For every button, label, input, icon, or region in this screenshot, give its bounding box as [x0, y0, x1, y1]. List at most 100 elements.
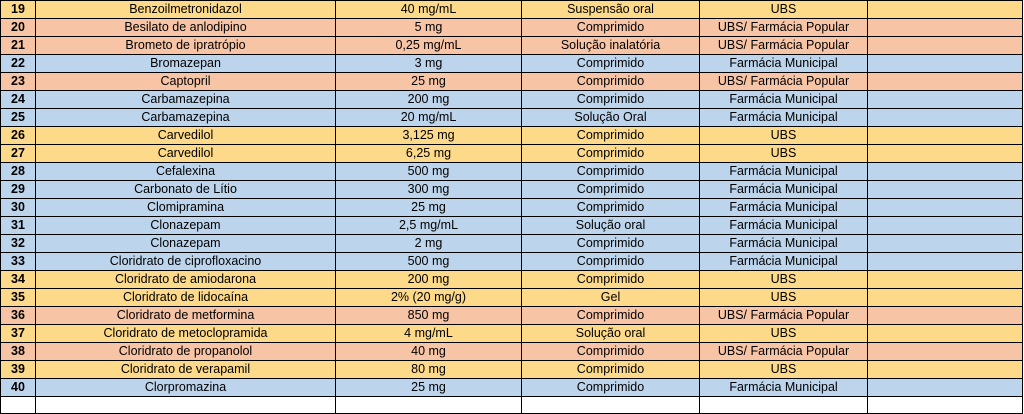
row-number-cell[interactable]: 34 — [0, 270, 36, 289]
medication-name-cell[interactable]: Carvedilol — [35, 126, 336, 145]
row-number-cell[interactable]: 28 — [0, 162, 36, 181]
row-number-cell[interactable]: 21 — [0, 36, 36, 55]
row-number-cell[interactable]: 27 — [0, 144, 36, 163]
dosage-cell[interactable]: 6,25 mg — [335, 144, 522, 163]
pharmaceutical-form-cell[interactable]: Comprimido — [521, 72, 700, 91]
availability-cell[interactable]: UBS — [699, 144, 868, 163]
dosage-cell[interactable]: 25 mg — [335, 378, 522, 397]
medication-name-cell[interactable]: Clonazepam — [35, 234, 336, 253]
medication-name-cell[interactable]: Clorpromazina — [35, 378, 336, 397]
medication-name-cell[interactable]: Carbonato de Lítio — [35, 180, 336, 199]
empty-cell[interactable] — [867, 306, 1023, 325]
dosage-cell[interactable]: 80 mg — [335, 360, 522, 379]
row-number-cell[interactable]: 19 — [0, 0, 36, 19]
dosage-cell[interactable]: 2 mg — [335, 234, 522, 253]
availability-cell[interactable]: UBS — [699, 0, 868, 19]
availability-cell[interactable]: UBS/ Farmácia Popular — [699, 306, 868, 325]
empty-cell[interactable] — [867, 18, 1023, 37]
empty-cell[interactable] — [867, 144, 1023, 163]
pharmaceutical-form-cell[interactable]: Solução inalatória — [521, 36, 700, 55]
row-number-cell[interactable]: 38 — [0, 342, 36, 361]
dosage-cell[interactable]: 0,25 mg/mL — [335, 36, 522, 55]
pharmaceutical-form-cell[interactable]: Solução oral — [521, 324, 700, 343]
availability-cell[interactable]: UBS/ Farmácia Popular — [699, 36, 868, 55]
dosage-cell[interactable]: 20 mg/mL — [335, 108, 522, 127]
availability-cell[interactable]: UBS — [699, 324, 868, 343]
pharmaceutical-form-cell[interactable]: Comprimido — [521, 180, 700, 199]
pharmaceutical-form-cell[interactable]: Comprimido — [521, 360, 700, 379]
empty-cell[interactable] — [867, 36, 1023, 55]
medication-name-cell[interactable]: Besilato de anlodipino — [35, 18, 336, 37]
pharmaceutical-form-cell[interactable]: Solução Oral — [521, 108, 700, 127]
medication-name-cell[interactable]: Benzoilmetronidazol — [35, 0, 336, 19]
pharmaceutical-form-cell[interactable]: Comprimido — [521, 342, 700, 361]
row-number-cell[interactable]: 29 — [0, 180, 36, 199]
row-number-cell[interactable]: 25 — [0, 108, 36, 127]
empty-cell[interactable] — [867, 324, 1023, 343]
empty-cell[interactable] — [867, 216, 1023, 235]
medication-name-cell[interactable]: Clomipramina — [35, 198, 336, 217]
dosage-cell[interactable]: 25 mg — [335, 198, 522, 217]
pharmaceutical-form-cell[interactable]: Comprimido — [521, 270, 700, 289]
pharmaceutical-form-cell[interactable]: Comprimido — [521, 252, 700, 271]
empty-cell[interactable] — [867, 288, 1023, 307]
empty-cell[interactable] — [867, 270, 1023, 289]
row-number-cell[interactable]: 26 — [0, 126, 36, 145]
dosage-cell[interactable]: 500 mg — [335, 252, 522, 271]
row-number-cell[interactable]: 23 — [0, 72, 36, 91]
dosage-cell[interactable]: 3,125 mg — [335, 126, 522, 145]
empty-cell[interactable] — [867, 378, 1023, 397]
medication-name-cell[interactable]: Brometo de ipratrópio — [35, 36, 336, 55]
availability-cell[interactable]: UBS/ Farmácia Popular — [699, 18, 868, 37]
empty-cell[interactable] — [867, 180, 1023, 199]
empty-cell[interactable] — [867, 198, 1023, 217]
availability-cell[interactable]: Farmácia Municipal — [699, 108, 868, 127]
row-number-cell[interactable]: 33 — [0, 252, 36, 271]
empty-cell[interactable] — [867, 360, 1023, 379]
availability-cell[interactable]: Farmácia Municipal — [699, 90, 868, 109]
dosage-cell[interactable]: 2,5 mg/mL — [335, 216, 522, 235]
availability-cell[interactable]: UBS/ Farmácia Popular — [699, 342, 868, 361]
availability-cell[interactable]: Farmácia Municipal — [699, 216, 868, 235]
dosage-cell[interactable]: 200 mg — [335, 270, 522, 289]
availability-cell[interactable]: UBS — [699, 288, 868, 307]
dosage-cell[interactable]: 2% (20 mg/g) — [335, 288, 522, 307]
medication-name-cell[interactable]: Cloridrato de lidocaína — [35, 288, 336, 307]
pharmaceutical-form-cell[interactable]: Comprimido — [521, 126, 700, 145]
dosage-cell[interactable]: 40 mg — [335, 342, 522, 361]
dosage-cell[interactable]: 3 mg — [335, 54, 522, 73]
medication-name-cell[interactable]: Cloridrato de amiodarona — [35, 270, 336, 289]
row-number-cell[interactable]: 32 — [0, 234, 36, 253]
empty-cell[interactable] — [867, 126, 1023, 145]
dosage-cell[interactable]: 5 mg — [335, 18, 522, 37]
row-number-cell[interactable]: 30 — [0, 198, 36, 217]
pharmaceutical-form-cell[interactable]: Comprimido — [521, 90, 700, 109]
empty-cell[interactable] — [867, 252, 1023, 271]
row-number-cell[interactable]: 35 — [0, 288, 36, 307]
pharmaceutical-form-cell[interactable]: Suspensão oral — [521, 0, 700, 19]
empty-cell[interactable] — [867, 342, 1023, 361]
medication-name-cell[interactable]: Carbamazepina — [35, 108, 336, 127]
empty-cell[interactable] — [867, 396, 1023, 414]
dosage-cell[interactable]: 850 mg — [335, 306, 522, 325]
availability-cell[interactable]: Farmácia Municipal — [699, 198, 868, 217]
pharmaceutical-form-cell[interactable]: Comprimido — [521, 378, 700, 397]
availability-cell[interactable]: UBS — [699, 360, 868, 379]
medication-name-cell[interactable]: Cloridrato de propanolol — [35, 342, 336, 361]
medication-name-cell[interactable]: Carbamazepina — [35, 90, 336, 109]
empty-cell[interactable] — [699, 396, 868, 414]
medication-name-cell[interactable]: Cloridrato de ciprofloxacino — [35, 252, 336, 271]
availability-cell[interactable]: UBS/ Farmácia Popular — [699, 72, 868, 91]
pharmaceutical-form-cell[interactable]: Comprimido — [521, 54, 700, 73]
availability-cell[interactable]: Farmácia Municipal — [699, 252, 868, 271]
availability-cell[interactable]: UBS — [699, 126, 868, 145]
row-number-cell[interactable]: 39 — [0, 360, 36, 379]
dosage-cell[interactable]: 300 mg — [335, 180, 522, 199]
pharmaceutical-form-cell[interactable]: Comprimido — [521, 198, 700, 217]
dosage-cell[interactable]: 200 mg — [335, 90, 522, 109]
pharmaceutical-form-cell[interactable]: Comprimido — [521, 234, 700, 253]
availability-cell[interactable]: Farmácia Municipal — [699, 180, 868, 199]
availability-cell[interactable]: UBS — [699, 270, 868, 289]
availability-cell[interactable]: Farmácia Municipal — [699, 162, 868, 181]
availability-cell[interactable]: Farmácia Municipal — [699, 234, 868, 253]
